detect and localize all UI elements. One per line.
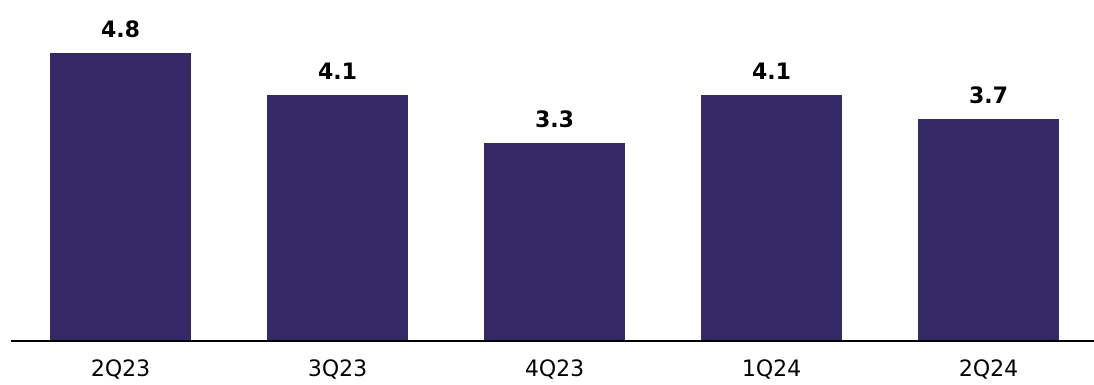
value-label-4q23: 3.3 <box>535 108 574 133</box>
x-tick-label-2q23: 2Q23 <box>91 357 150 382</box>
bar-4q23 <box>484 143 625 341</box>
value-label-1q24: 4.1 <box>752 60 791 85</box>
x-tick-label-1q24: 1Q24 <box>742 357 801 382</box>
value-label-3q23: 4.1 <box>318 60 357 85</box>
bar-1q24 <box>701 95 842 341</box>
value-label-2q23: 4.8 <box>101 18 140 43</box>
bar-3q23 <box>267 95 408 341</box>
bar-2q23 <box>50 53 191 341</box>
x-tick-label-4q23: 4Q23 <box>525 357 584 382</box>
bars-layer <box>50 53 1059 341</box>
value-label-2q24: 3.7 <box>969 84 1008 109</box>
x-tick-label-3q23: 3Q23 <box>308 357 367 382</box>
bar-2q24 <box>918 119 1059 341</box>
value-labels-layer: 4.8 4.1 3.3 4.1 3.7 <box>101 18 1008 133</box>
x-tick-label-2q24: 2Q24 <box>959 357 1018 382</box>
x-tick-labels-layer: 2Q23 3Q23 4Q23 1Q24 2Q24 <box>91 357 1018 382</box>
